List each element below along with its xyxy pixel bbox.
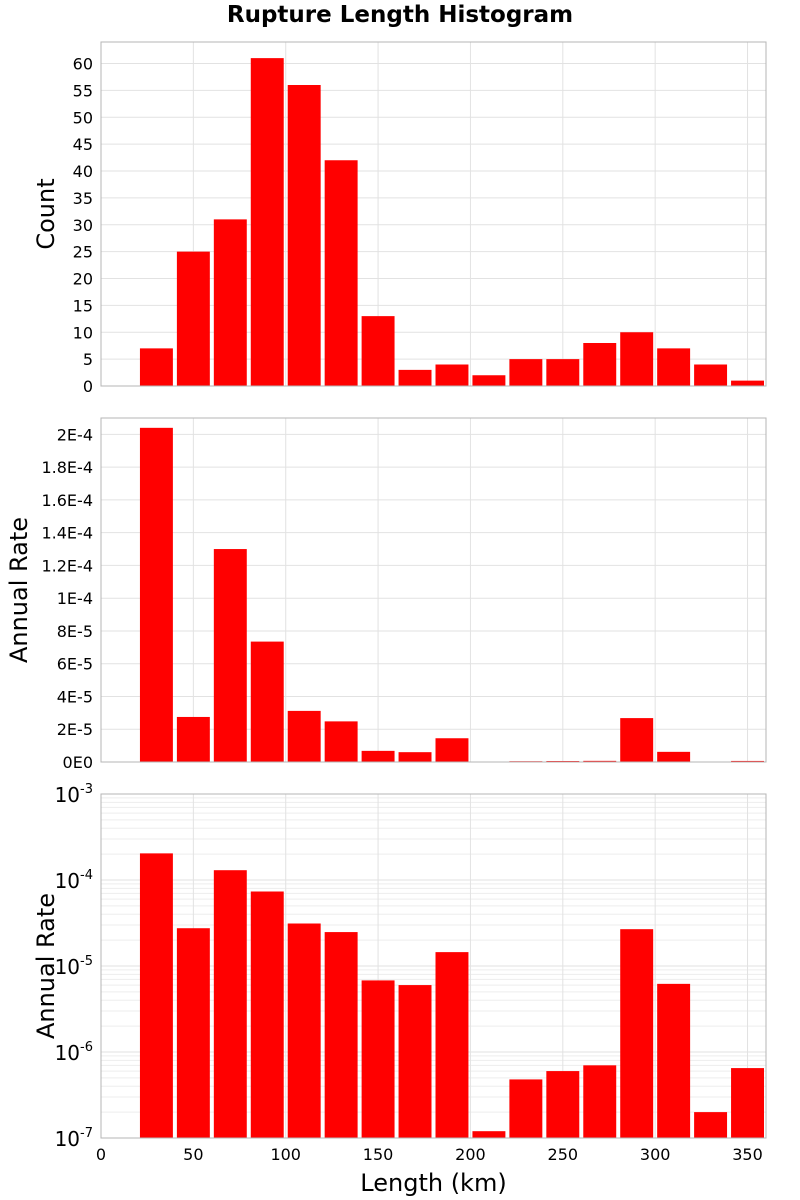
histogram-bar [176,716,210,762]
histogram-bar [694,364,728,386]
y-tick-label: 30 [73,216,93,235]
x-tick-label: 250 [548,1145,579,1164]
histogram-bar [731,760,764,762]
histogram-bar [213,549,247,762]
y-tick-label: 35 [73,189,93,208]
histogram-bar [620,332,654,386]
histogram-bar [324,721,358,762]
histogram-bar [620,929,654,1138]
x-tick-label: 100 [270,1145,301,1164]
y-tick-label: 45 [73,135,93,154]
x-tick-label: 0 [96,1145,106,1164]
histogram-bar [546,359,580,386]
histogram-bar [176,251,210,386]
y-tick-label: 1.4E-4 [41,524,93,543]
y-tick-label: 10-4 [55,868,93,893]
x-tick-label: 50 [183,1145,203,1164]
histogram-bar [509,359,543,386]
y-tick-label: 15 [73,296,93,315]
histogram-bar [472,1131,506,1138]
y-tick-label: 1.6E-4 [41,491,93,510]
histogram-bar [361,750,395,762]
histogram-bar [657,348,691,386]
y-tick-label: 10-6 [55,1040,93,1065]
histogram-bar [472,375,506,386]
x-axis-label: Length (km) [360,1169,506,1197]
histogram-bar [361,980,395,1138]
y-tick-label: 10-3 [55,782,93,807]
y-tick-label: 60 [73,55,93,74]
plot-frame [100,417,767,763]
histogram-bar [398,752,432,762]
plot-frame [100,793,767,1139]
histogram-bar [287,923,321,1138]
y-axis-label: Count [32,178,60,249]
histogram-bar [398,369,432,386]
y-axis-label: Annual Rate [5,517,33,663]
y-tick-label: 8E-5 [57,622,93,641]
histogram-bar [250,641,284,762]
histogram-bar [546,1071,580,1138]
histogram-bar [213,870,247,1138]
histogram-bar [287,85,321,386]
histogram-bar [398,985,432,1138]
x-tick-label: 350 [732,1145,763,1164]
y-tick-label: 2E-4 [57,425,93,444]
histogram-bar [583,1065,617,1138]
y-tick-label: 0E0 [63,753,93,772]
histogram-bar [620,718,654,762]
y-tick-label: 55 [73,81,93,100]
panel-3: 10-7 10-6 10-5 10-4 10-3 Annual Rate 0 50 100 150… [32,782,767,1197]
y-tick-label: 5 [83,350,93,369]
y-tick-label: 4E-5 [57,687,93,706]
y-tick-label: 1.8E-4 [41,458,93,477]
y-axis-label: Annual Rate [32,893,60,1039]
histogram-bar [287,710,321,762]
y-tick-label: 10 [73,323,93,342]
histogram-bar [139,348,173,386]
y-tick-label: 1E-4 [57,589,93,608]
histogram-bar [435,952,469,1138]
histogram-bar [324,932,358,1138]
histogram-bar [213,219,247,386]
histogram-bar [139,427,173,762]
histogram-bar [694,1112,728,1138]
histogram-bar [435,738,469,762]
histogram-bar [250,891,284,1138]
histogram-bar [731,1068,764,1138]
x-tick-label: 150 [363,1145,394,1164]
y-tick-label: 0 [83,377,93,396]
y-tick-label: 1.2E-4 [41,556,93,575]
histogram-bar [583,343,617,386]
x-tick-label: 200 [455,1145,486,1164]
histogram-bar [139,853,173,1138]
x-tick-label: 300 [640,1145,671,1164]
y-tick-label: 25 [73,243,93,262]
histogram-bar [583,760,617,762]
histogram-bar [435,364,469,386]
histogram-bar [361,316,395,386]
histogram-bar [324,160,358,386]
y-tick-label: 6E-5 [57,655,93,674]
y-tick-label: 20 [73,270,93,289]
chart-title: Rupture Length Histogram [226,2,574,28]
y-tick-label: 40 [73,162,93,181]
y-tick-label: 10-7 [55,1126,93,1151]
y-tick-label: 2E-5 [57,720,93,739]
histogram-bar [657,751,691,762]
histogram-bar [509,1079,543,1138]
y-tick-label: 50 [73,108,93,127]
panel-1: 0 5 10 15 20 25 30 35 40 45 50 55 60 Count [32,41,767,396]
panel-2: 0E0 2E-5 4E-5 6E-5 8E-5 1E-4 1.2E-4 1.4E-4 1.6E-… [5,417,767,772]
histogram-bar [250,58,284,386]
y-tick-label: 10-5 [55,954,93,979]
histogram-bar [657,983,691,1138]
histogram-bar [176,928,210,1138]
histogram-bar [731,380,764,386]
plot-frame [100,41,767,387]
